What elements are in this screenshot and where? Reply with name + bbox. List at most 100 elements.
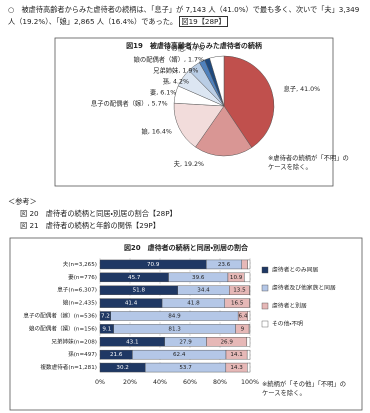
y-tick-label: 息子(n=6,307) <box>57 286 97 294</box>
slice-category: 娘の配偶者（婿） <box>134 55 184 64</box>
note: ※虐待者の続柄が「不明」の <box>268 153 349 162</box>
bar-value-label: 84.9 <box>168 314 181 320</box>
bar-segment <box>247 311 251 321</box>
y-tick-label: 娘の配偶者（婿）(n=156) <box>29 324 97 332</box>
y-tick-label: 妻(n=776) <box>68 273 97 281</box>
slice-label: 娘の配偶者（婿）, 1.7% <box>134 55 204 64</box>
separator: , <box>148 128 152 135</box>
bar-segment <box>247 362 251 373</box>
slice-category: 孫 <box>163 78 170 86</box>
slice-value-label: 19.2% <box>184 161 204 168</box>
x-tick-label: 80% <box>213 379 227 386</box>
legend-label: 虐待者及び他家族と同居 <box>272 284 336 292</box>
separator: , <box>184 57 188 64</box>
slice-value-label: 4.2% <box>173 79 189 86</box>
intro: ○ 被虐待高齢者からみた虐待者の続柄は、「息子」が 7,143 人（41.0%）… <box>8 4 364 28</box>
bar-value-label: 34.4 <box>197 288 210 294</box>
note: ケースを除く。 <box>262 388 306 397</box>
bar-value-label: 62.4 <box>173 352 186 358</box>
bar-value-label: 30.2 <box>116 365 128 371</box>
chart-title: 図20 虐待者の続柄と同居・別居の割合 <box>124 243 249 252</box>
bar-value-label: 16.5 <box>231 301 244 307</box>
bar-value-label: 23.6 <box>218 262 231 268</box>
pie-slice <box>173 102 225 148</box>
note: ケースを除く。 <box>268 162 312 171</box>
bar-value-label: 26.9 <box>220 339 233 345</box>
ref-item: 図 21 虐待者の続柄と年齢の関係【29P】 <box>20 221 160 230</box>
slice-label: 息子の配偶者（嫁）, 5.7% <box>91 99 168 108</box>
x-tick-label: 0% <box>95 379 105 386</box>
bar-value-label: 27.9 <box>179 339 192 345</box>
bar-value-label: 14.3 <box>230 365 243 371</box>
slice-category: 息子 <box>284 84 297 93</box>
separator: , <box>184 46 188 53</box>
bar-value-label: 41.8 <box>187 301 200 307</box>
note: ※続柄が「その他」「不明」の <box>262 379 346 388</box>
x-tick-label: 100% <box>241 379 259 386</box>
ref-item: 図 20 虐待者の続柄と同居・別居の割合【28P】 <box>20 209 177 218</box>
legend-label: 虐待者と別居 <box>272 302 307 310</box>
slice-category: 妻 <box>150 88 157 97</box>
slice-value-label: 1.7% <box>188 57 204 64</box>
slice-category: 兄弟姉妹 <box>153 66 179 75</box>
ref-heading: ＜参考＞ <box>8 197 37 206</box>
bar-value-label: 70.9 <box>147 262 160 268</box>
references: ＜参考＞ 図 20 虐待者の続柄と同居・別居の割合【28P】 図 21 虐待者の… <box>8 196 177 232</box>
bar-segment <box>246 349 251 360</box>
separator: , <box>178 68 182 75</box>
legend-label: その他・不明 <box>272 320 303 328</box>
separator: , <box>148 101 152 108</box>
bar-value-label: 45.7 <box>128 275 141 281</box>
bar-segment <box>247 259 251 270</box>
slice-category: その他 <box>165 44 185 53</box>
slice-category: 夫 <box>174 159 181 168</box>
slice-value-label: 6.1% <box>160 90 176 97</box>
legend-swatch <box>261 266 269 274</box>
slice-label: その他, 4.7% <box>165 44 204 53</box>
bar-value-label: 9 <box>241 326 245 332</box>
bar-value-label: 21.6 <box>110 352 123 358</box>
pie-slice <box>209 55 225 107</box>
slice-label: 兄弟姉妹, 1.9% <box>153 66 198 75</box>
slice-value-label: 41.0% <box>300 86 320 93</box>
y-tick-label: 娘(n=2,435) <box>63 299 97 307</box>
slice-label: 孫, 4.2% <box>163 78 189 86</box>
legend-label: 虐待者とのみ同居 <box>272 266 319 274</box>
bar-segment <box>241 259 248 270</box>
figure-ref: 図19【28P】 <box>179 16 228 27</box>
bar-value-label: 39.6 <box>192 275 205 281</box>
legend-swatch <box>261 302 269 310</box>
slice-category: 息子の配偶者（嫁） <box>91 99 148 108</box>
x-tick-label: 20% <box>123 379 137 386</box>
slice-label: 娘, 16.4% <box>142 126 172 135</box>
separator: , <box>180 161 184 168</box>
bar-value-label: 51.8 <box>133 288 146 294</box>
slice-value-label: 4.7% <box>188 46 204 53</box>
bar-segment <box>244 272 251 283</box>
slice-label: 妻, 6.1% <box>150 88 176 97</box>
slice-label: 夫, 19.2% <box>174 159 204 168</box>
chart-title: 図19 被虐待高齢者からみた虐待者の続柄 <box>126 41 262 50</box>
bar-value-label: 53.7 <box>179 365 192 371</box>
bar-value-label: 13.5 <box>233 288 246 294</box>
slice-value-label: 16.4% <box>152 128 172 135</box>
slice-value-label: 1.9% <box>182 68 198 75</box>
slice-label: 息子, 41.0% <box>284 84 321 93</box>
bar-segment <box>246 337 251 347</box>
y-tick-label: 夫(n=3,265) <box>63 260 97 268</box>
bar-value-label: 10.9 <box>230 275 243 281</box>
x-tick-label: 40% <box>153 379 167 386</box>
pie-slice <box>195 105 253 157</box>
bar-value-label: 7.2 <box>101 314 110 320</box>
bar-value-label: 14.1 <box>230 352 243 358</box>
y-tick-label: 息子の配偶者（嫁）(n=536) <box>23 312 97 320</box>
separator: , <box>156 90 160 97</box>
legend-swatch <box>261 284 269 292</box>
y-tick-label: 兄弟姉妹(n=208) <box>51 337 97 345</box>
bar-segment <box>248 324 251 334</box>
figure-frame <box>54 37 334 187</box>
intro-text: ○ 被虐待高齢者からみた虐待者の続柄は、「息子」が 7,143 人（41.0%）… <box>8 5 360 26</box>
